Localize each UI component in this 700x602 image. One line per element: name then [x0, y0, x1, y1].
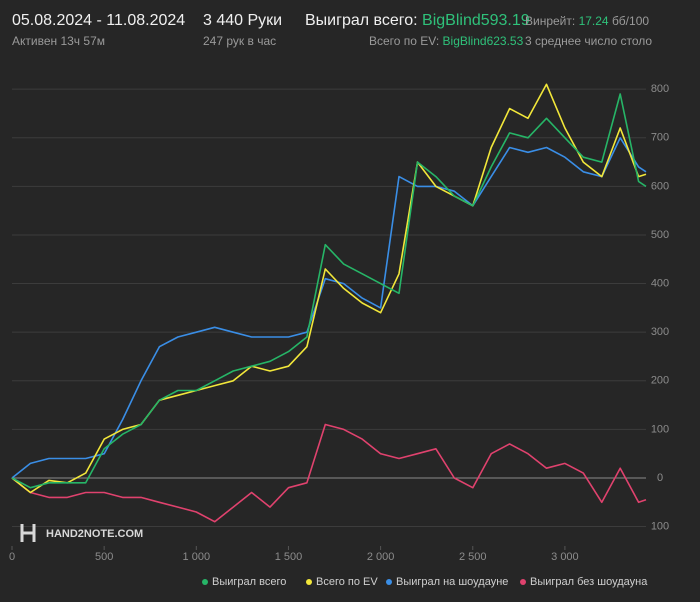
y-tick-label: 600 [651, 180, 669, 192]
legend-label: Выиграл без шоудауна [530, 576, 648, 588]
legend-label: Выиграл на шоудауне [396, 576, 508, 588]
y-tick-label: 100 [651, 423, 669, 435]
watermark-logo [20, 524, 36, 542]
hands: 3 440 Руки [203, 12, 283, 29]
series-line [11, 423, 647, 523]
y-tick-label: 700 [651, 132, 669, 144]
legend-marker [386, 579, 392, 585]
y-tick-label: 0 [657, 472, 663, 484]
label: Выиграл всего: [305, 12, 418, 29]
y-tick-label: 800 [651, 83, 669, 95]
x-tick-label: 0 [9, 551, 15, 563]
value: 17.24 [578, 14, 609, 28]
active-time: Активен 13ч 57м [12, 34, 105, 48]
x-tick-label: 2 000 [367, 551, 395, 563]
legend-marker [306, 579, 312, 585]
series-line [11, 137, 647, 479]
legend-label: Всего по EV [316, 576, 378, 588]
unit: бб/100 [611, 14, 650, 28]
winrate: Винрейт: 17.24 бб/100 [525, 14, 649, 28]
value: BigBlind593.19 [422, 12, 530, 29]
y-tick-label: 300 [651, 326, 669, 338]
label: Всего по EV: [369, 34, 440, 48]
x-tick-label: 500 [95, 551, 113, 563]
x-tick-label: 1 500 [275, 551, 303, 563]
legend-marker [202, 579, 208, 585]
watermark: HAND2NOTE.COM [46, 528, 143, 540]
legend-marker [520, 579, 526, 585]
x-tick-label: 3 000 [551, 551, 579, 563]
series-line [11, 83, 647, 494]
legend-label: Выиграл всего [212, 576, 286, 588]
dates: 05.08.2024 - 11.08.2024 [12, 12, 186, 29]
won-total: Выиграл всего: BigBlind593.19 [305, 12, 530, 30]
y-tick-label: 200 [651, 375, 669, 387]
x-tick-label: 1 000 [183, 551, 211, 563]
label: Винрейт: [525, 14, 576, 28]
value: BigBlind623.53 [442, 34, 524, 48]
y-tick-label: 500 [651, 229, 669, 241]
series-line [11, 93, 647, 489]
ev-total: Всего по EV: BigBlind623.53 [369, 34, 523, 48]
x-tick-label: 2 500 [459, 551, 487, 563]
y-tick-label: 100 [651, 520, 669, 532]
tables: 3 среднее число столов [525, 34, 652, 48]
y-tick-label: 400 [651, 277, 669, 289]
hands-rate: 247 рук в час [203, 34, 277, 48]
